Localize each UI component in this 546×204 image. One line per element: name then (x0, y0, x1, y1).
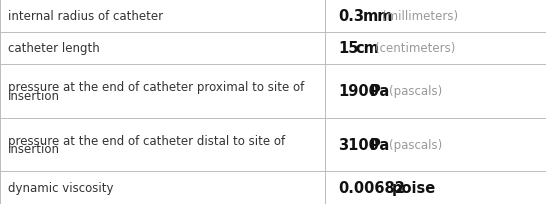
Text: (millimeters): (millimeters) (382, 10, 458, 23)
Text: 1900: 1900 (339, 84, 379, 99)
Text: Pa: Pa (370, 84, 390, 99)
Text: internal radius of catheter: internal radius of catheter (8, 10, 163, 23)
Text: (pascals): (pascals) (389, 85, 442, 98)
Text: poise: poise (391, 180, 436, 195)
Text: cm: cm (355, 41, 379, 56)
Text: insertion: insertion (8, 89, 60, 102)
Text: pressure at the end of catheter distal to site of: pressure at the end of catheter distal t… (8, 134, 286, 147)
Text: (centimeters): (centimeters) (375, 42, 455, 55)
Text: 15: 15 (339, 41, 359, 56)
Text: 3100: 3100 (339, 137, 379, 152)
Text: mm: mm (363, 9, 393, 24)
Text: insertion: insertion (8, 143, 60, 156)
Text: dynamic viscosity: dynamic viscosity (8, 181, 114, 194)
Text: catheter length: catheter length (8, 42, 100, 55)
Text: 0.00682: 0.00682 (339, 180, 405, 195)
Text: Pa: Pa (370, 137, 390, 152)
Text: pressure at the end of catheter proximal to site of: pressure at the end of catheter proximal… (8, 81, 305, 94)
Text: (pascals): (pascals) (389, 139, 442, 151)
Text: 0.3: 0.3 (339, 9, 365, 24)
